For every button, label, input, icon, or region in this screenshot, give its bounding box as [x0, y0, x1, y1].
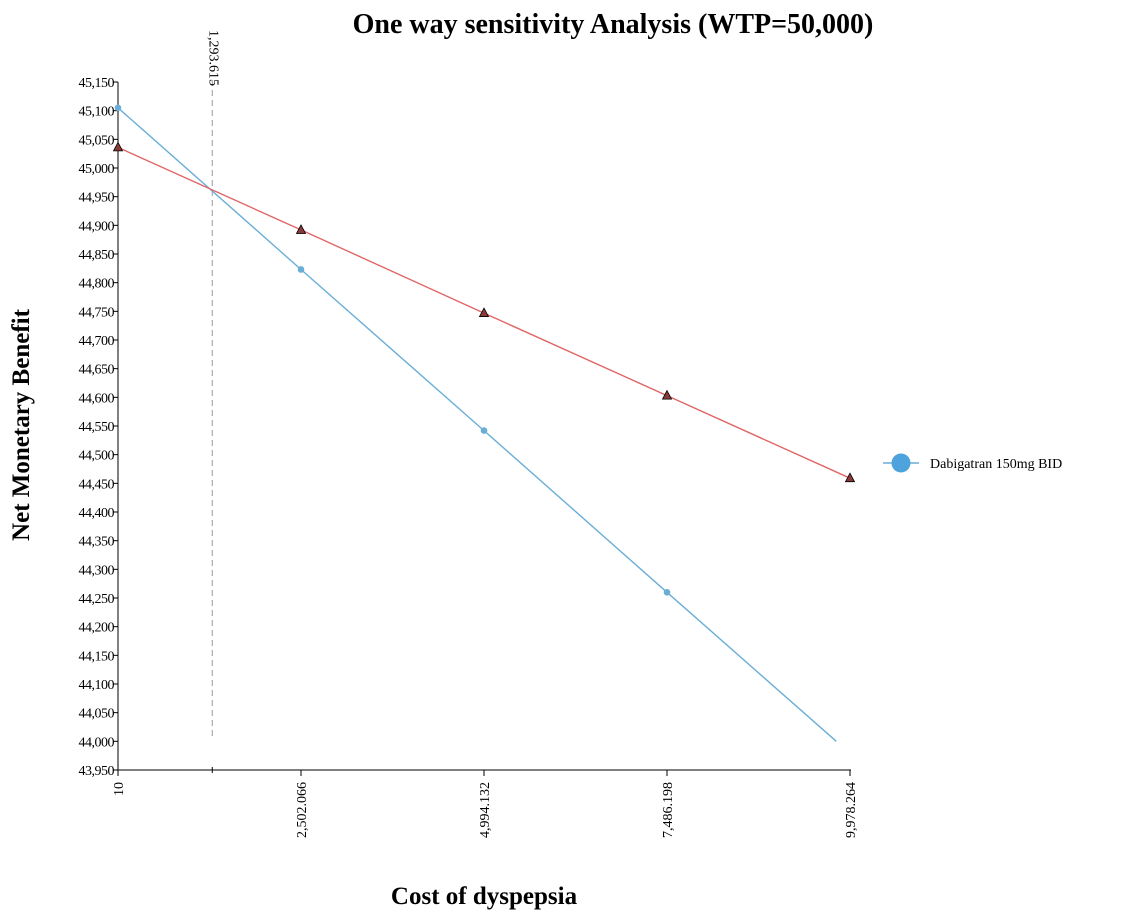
y-tick-label: 44,650	[79, 363, 115, 378]
data-point	[114, 104, 122, 112]
x-tick-label: 4,994.132	[478, 782, 493, 838]
y-tick-label: 44,150	[79, 649, 115, 664]
y-tick-label: 45,150	[79, 76, 115, 91]
legend-label: Dabigatran 150mg BID	[930, 457, 1062, 472]
x-tick-label: 9,978.264	[844, 782, 859, 838]
y-tick-label: 44,850	[79, 248, 115, 263]
y-tick-label: 44,700	[79, 334, 115, 349]
series-line	[117, 107, 837, 742]
x-ticks: 10 2,502.066 4,994.132 7,486.198 9,978.264	[112, 770, 859, 838]
legend: Dabigatran 150mg BID	[883, 453, 1062, 473]
data-point	[478, 307, 490, 317]
y-tick-label: 45,050	[79, 133, 115, 148]
y-tick-label: 44,200	[79, 621, 115, 636]
data-point	[295, 224, 307, 234]
data-point	[661, 389, 673, 400]
y-tick-label: 44,950	[79, 191, 115, 206]
y-tick-label: 44,600	[79, 391, 115, 406]
y-tick-label: 44,900	[79, 219, 115, 234]
y-tick-label: 44,800	[79, 277, 115, 292]
series-group	[112, 104, 856, 742]
data-point	[297, 266, 305, 273]
x-tick-label: 2,502.066	[295, 782, 310, 838]
y-tick-label: 44,300	[79, 563, 115, 578]
y-tick-label: 44,550	[79, 420, 115, 435]
y-tick-label: 44,500	[79, 449, 115, 464]
y-tick-label: 44,000	[79, 735, 115, 750]
data-point	[480, 427, 488, 434]
y-tick-label: 45,100	[79, 105, 115, 120]
y-tick-label: 44,350	[79, 535, 115, 550]
x-axis-label: Cost of dyspepsia	[391, 883, 578, 910]
y-axis-label: Net Monetary Benefit	[8, 308, 35, 541]
threshold-label: 1,293.615	[205, 30, 220, 86]
y-tick-label: 44,750	[79, 305, 115, 320]
y-tick-label: 44,250	[79, 592, 115, 607]
y-tick-label: 44,100	[79, 678, 115, 693]
y-ticks: 43,950 44,000 44,050 44,100 44,150 44,200 44,2…	[79, 76, 118, 779]
y-tick-label: 45,000	[79, 162, 115, 177]
y-tick-label: 43,950	[79, 764, 115, 779]
threshold-group: 1,293.615	[205, 30, 220, 773]
data-point	[663, 588, 671, 596]
data-point	[844, 472, 856, 483]
y-tick-label: 44,450	[79, 477, 115, 492]
x-tick-label: 10	[112, 782, 127, 796]
x-tick-label: 7,486.198	[661, 782, 676, 838]
y-tick-label: 44,050	[79, 707, 115, 722]
chart-title: One way sensitivity Analysis (WTP=50,000…	[353, 9, 874, 40]
y-tick-label: 44,400	[79, 506, 115, 521]
data-point	[112, 141, 124, 152]
legend-marker	[891, 453, 911, 473]
